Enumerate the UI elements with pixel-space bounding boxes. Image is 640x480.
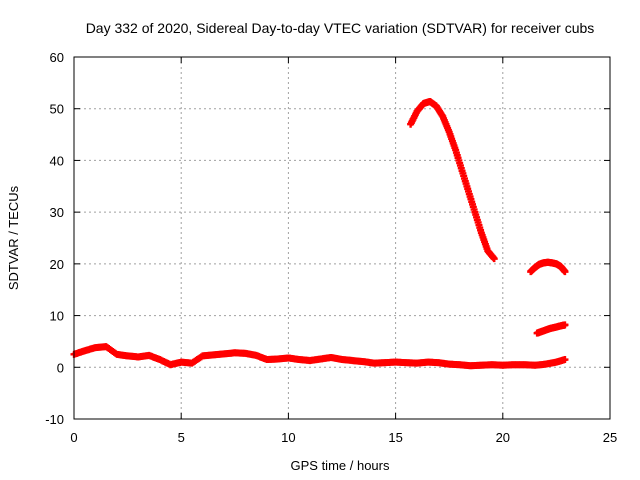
plot-frame xyxy=(73,56,611,420)
data-series xyxy=(407,97,498,263)
y-tick-label: -10 xyxy=(45,412,64,427)
axis-ticks: 0 5 10 15 20 25 -10 0 10 20 30 40 50 60 xyxy=(45,50,617,445)
x-tick-label: 5 xyxy=(178,430,185,445)
y-tick-label: 30 xyxy=(50,205,64,220)
chart-title: Day 332 of 2020, Sidereal Day-to-day VTE… xyxy=(86,20,595,36)
x-tick-label: 0 xyxy=(70,430,77,445)
y-tick-label: 20 xyxy=(50,257,64,272)
x-tick-label: 10 xyxy=(281,430,295,445)
data-series xyxy=(533,321,569,337)
data-series xyxy=(70,343,569,370)
data-point xyxy=(561,321,569,329)
y-tick-label: 50 xyxy=(50,102,64,117)
y-tick-label: 40 xyxy=(50,153,64,168)
x-axis-label: GPS time / hours xyxy=(291,458,390,473)
x-tick-label: 20 xyxy=(496,430,510,445)
y-tick-label: 10 xyxy=(50,309,64,324)
data-point xyxy=(561,268,569,276)
x-tick-label: 25 xyxy=(603,430,617,445)
data-points xyxy=(70,97,569,370)
data-point xyxy=(561,356,569,364)
data-point xyxy=(490,255,498,263)
y-tick-label: 60 xyxy=(50,50,64,65)
y-tick-label: 0 xyxy=(57,360,64,375)
data-series xyxy=(527,258,569,276)
y-axis-label: SDTVAR / TECUs xyxy=(6,185,21,290)
x-tick-label: 15 xyxy=(388,430,402,445)
